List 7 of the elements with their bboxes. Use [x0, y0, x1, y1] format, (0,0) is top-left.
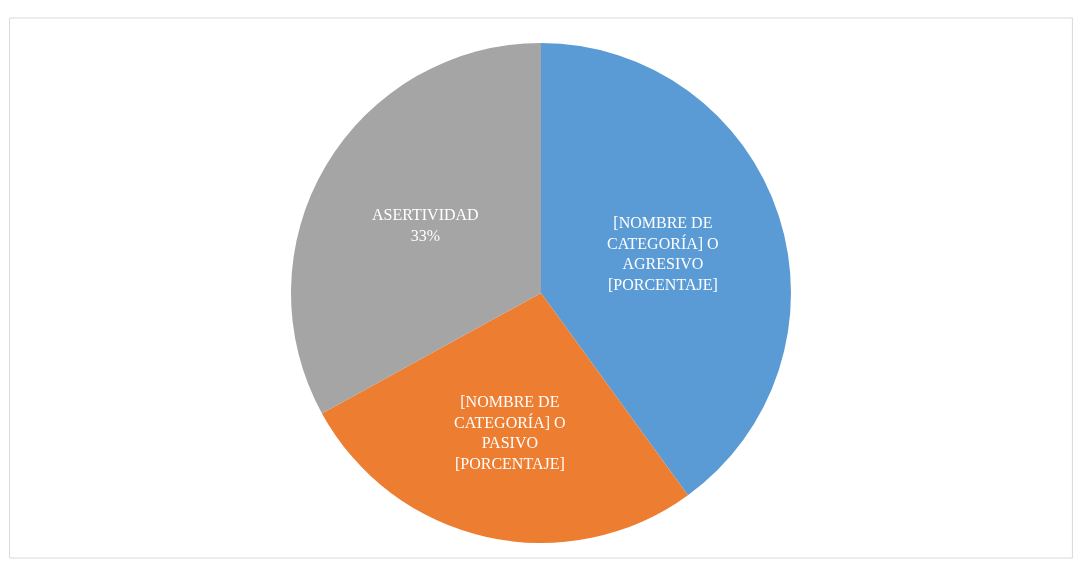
data-label: [PORCENTAJE] — [607, 276, 718, 294]
slice-label: [NOMBRE DE CATEGORÍA] O PASIVO — [454, 392, 566, 452]
data-label: 33% — [410, 226, 441, 244]
slice-label: [NOMBRE DE CATEGORÍA] O AGRESIVO — [607, 213, 719, 273]
pie-slice — [321, 293, 688, 543]
slice-label: ASERTIVIDAD — [372, 205, 479, 223]
data-label: [PORCENTAJE] — [454, 455, 565, 473]
